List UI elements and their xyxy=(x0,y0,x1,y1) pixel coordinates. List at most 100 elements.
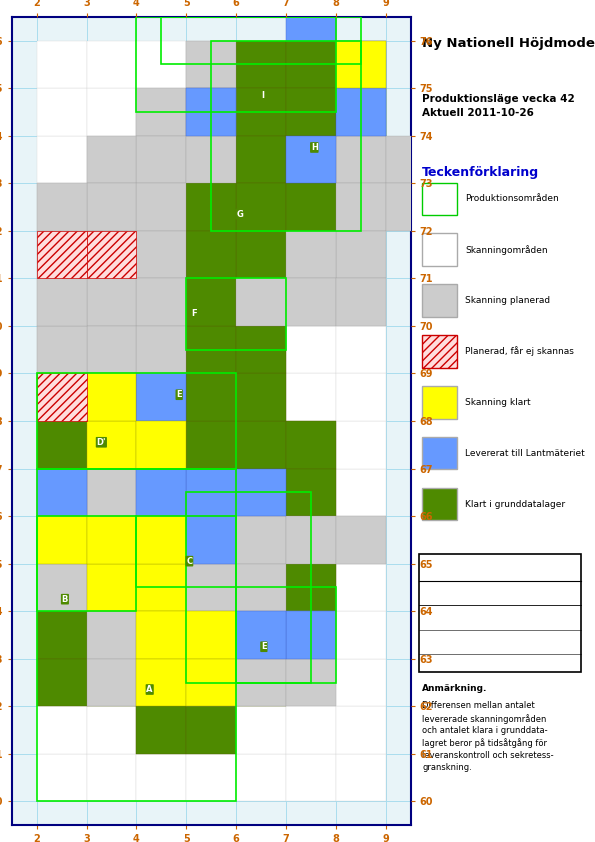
Bar xyxy=(136,374,186,421)
Bar xyxy=(336,374,386,421)
Bar xyxy=(336,88,386,136)
Bar xyxy=(87,611,136,658)
Bar xyxy=(37,279,87,326)
Bar xyxy=(136,326,186,374)
Bar xyxy=(186,184,236,231)
Text: C: C xyxy=(186,557,192,566)
Bar xyxy=(186,611,236,658)
Bar xyxy=(236,40,286,88)
Bar xyxy=(336,88,386,136)
Bar xyxy=(87,611,136,658)
Bar xyxy=(236,754,286,802)
Bar xyxy=(136,88,186,136)
Bar xyxy=(37,326,87,374)
Bar xyxy=(236,516,286,563)
Bar xyxy=(87,563,136,611)
Bar xyxy=(286,658,336,706)
Bar xyxy=(286,516,336,563)
Bar xyxy=(136,421,186,468)
Bar xyxy=(87,421,136,468)
Bar xyxy=(236,279,286,326)
Text: Skanning klar: Skanning klar xyxy=(422,614,480,623)
Bar xyxy=(236,231,286,279)
Bar xyxy=(186,374,236,421)
Bar xyxy=(87,231,136,279)
Bar xyxy=(186,279,286,349)
Bar xyxy=(336,40,386,88)
Bar xyxy=(37,231,87,279)
Bar xyxy=(186,231,236,279)
Bar xyxy=(136,17,336,112)
Bar xyxy=(236,516,286,563)
Bar xyxy=(336,326,386,374)
Bar xyxy=(186,563,236,611)
Bar xyxy=(87,136,136,184)
Bar xyxy=(37,563,87,611)
Bar xyxy=(236,184,286,231)
Bar xyxy=(336,611,386,658)
Bar xyxy=(186,88,236,136)
Bar xyxy=(37,658,87,706)
Bar xyxy=(136,611,186,658)
Bar xyxy=(236,88,286,136)
Bar xyxy=(286,468,336,516)
Bar xyxy=(37,374,236,468)
Bar xyxy=(37,421,87,468)
Bar xyxy=(136,374,186,421)
Bar xyxy=(87,136,136,184)
Bar xyxy=(37,468,87,516)
Bar xyxy=(37,468,236,802)
Bar xyxy=(37,611,87,658)
Bar xyxy=(136,516,186,563)
Bar xyxy=(336,516,386,563)
Bar xyxy=(186,421,236,468)
Bar xyxy=(286,611,336,658)
Bar xyxy=(422,285,457,317)
Bar xyxy=(186,493,311,683)
Bar xyxy=(87,326,136,374)
Bar xyxy=(186,658,236,706)
Text: Levererat till Lantmäteriet: Levererat till Lantmäteriet xyxy=(422,638,533,647)
Bar xyxy=(87,279,136,326)
Bar xyxy=(136,516,186,563)
Text: Levererat till Lantmäteriet: Levererat till Lantmäteriet xyxy=(465,449,585,458)
Bar xyxy=(136,88,186,136)
Bar xyxy=(136,658,186,706)
Bar xyxy=(186,279,236,326)
Text: Skanning planerad: Skanning planerad xyxy=(465,296,550,305)
Bar xyxy=(186,279,236,326)
Bar xyxy=(37,468,87,516)
Bar xyxy=(186,658,236,706)
Bar xyxy=(386,136,436,184)
Bar xyxy=(286,611,336,658)
Bar xyxy=(37,374,87,421)
Bar xyxy=(87,516,136,563)
Bar xyxy=(236,658,286,706)
Text: Planerad, får ej skannas: Planerad, får ej skannas xyxy=(465,347,574,356)
Text: 146: 146 xyxy=(560,663,577,672)
Bar xyxy=(386,184,436,231)
Bar xyxy=(136,279,186,326)
Bar xyxy=(186,563,236,611)
Bar xyxy=(136,136,186,184)
Bar xyxy=(186,88,236,136)
Bar xyxy=(136,516,186,563)
Bar xyxy=(136,611,186,658)
Bar xyxy=(336,468,386,516)
Bar xyxy=(186,88,236,136)
Bar xyxy=(419,554,581,672)
Bar xyxy=(87,374,136,421)
Bar xyxy=(136,516,186,563)
Bar xyxy=(136,468,186,516)
Bar xyxy=(236,136,286,184)
Bar xyxy=(136,468,186,516)
Bar xyxy=(87,374,136,421)
Bar xyxy=(336,231,386,279)
Bar xyxy=(136,184,186,231)
Bar xyxy=(87,468,136,516)
Bar xyxy=(336,706,386,754)
Bar xyxy=(186,468,236,516)
Bar xyxy=(236,88,286,136)
Bar xyxy=(186,374,236,421)
Bar xyxy=(286,421,336,468)
